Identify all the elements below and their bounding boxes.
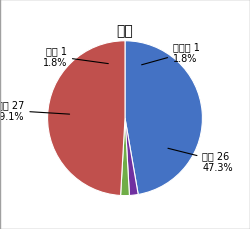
Wedge shape (125, 119, 138, 196)
Text: 不満 1
1.8%: 不満 1 1.8% (42, 46, 108, 68)
Wedge shape (125, 42, 202, 195)
Title: 個人: 個人 (116, 24, 134, 38)
Text: 普通 27
49.1%: 普通 27 49.1% (0, 100, 70, 122)
Wedge shape (120, 119, 130, 196)
Text: 満足 26
47.3%: 満足 26 47.3% (168, 149, 233, 172)
Wedge shape (48, 42, 125, 196)
Text: 無回答 1
1.8%: 無回答 1 1.8% (142, 42, 200, 65)
